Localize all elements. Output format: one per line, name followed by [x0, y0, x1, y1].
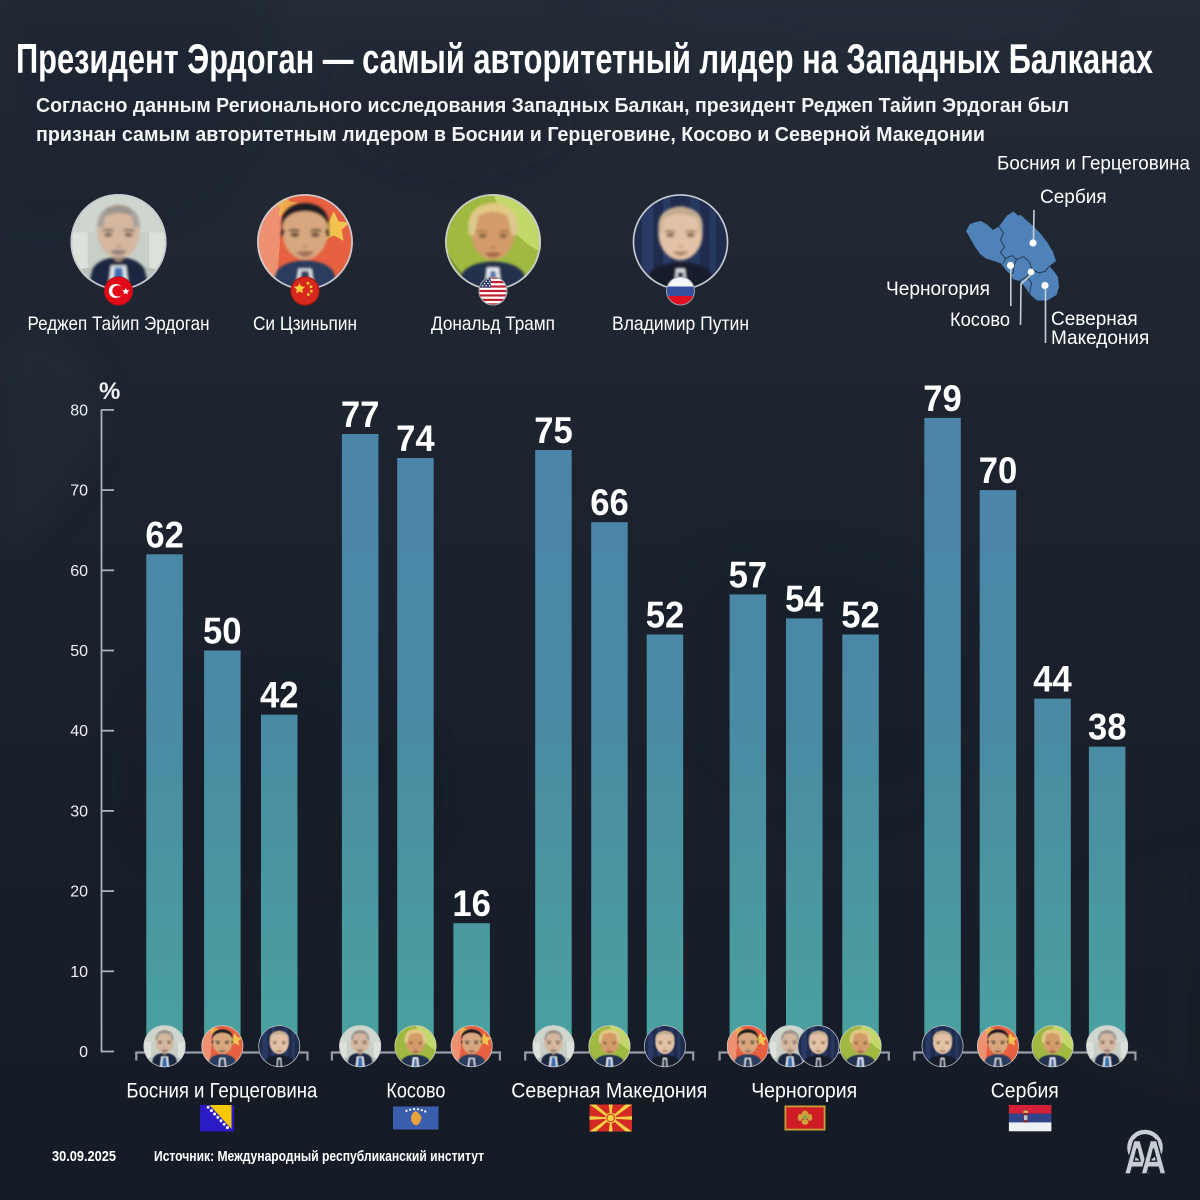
- svg-text:80: 80: [70, 402, 88, 419]
- svg-text:Косово: Косово: [386, 1079, 445, 1103]
- svg-text:Источник: Международный респуб: Источник: Международный республиканский …: [154, 1148, 484, 1165]
- svg-text:Черногория: Черногория: [751, 1079, 857, 1103]
- svg-text:%: %: [99, 378, 120, 405]
- svg-text:60: 60: [70, 563, 88, 580]
- svg-text:66: 66: [590, 482, 629, 523]
- svg-text:52: 52: [646, 595, 685, 636]
- svg-text:42: 42: [260, 675, 299, 716]
- svg-text:70: 70: [979, 450, 1018, 491]
- svg-text:Северная Македония: Северная Македония: [511, 1079, 707, 1103]
- svg-text:Косово: Косово: [950, 310, 1010, 331]
- svg-text:Черногория: Черногория: [886, 279, 990, 300]
- svg-text:признан самым авторитетным лид: признан самым авторитетным лидером в Бос…: [36, 124, 985, 146]
- svg-text:40: 40: [70, 723, 88, 740]
- svg-text:62: 62: [145, 514, 184, 555]
- svg-text:74: 74: [396, 418, 435, 459]
- svg-text:52: 52: [841, 595, 880, 636]
- svg-text:50: 50: [70, 643, 88, 660]
- svg-text:Сербия: Сербия: [991, 1079, 1059, 1103]
- svg-text:Согласно данным Регионального: Согласно данным Регионального исследован…: [36, 95, 1069, 117]
- svg-text:30.09.2025: 30.09.2025: [52, 1148, 116, 1165]
- svg-text:Владимир Путин: Владимир Путин: [612, 313, 749, 335]
- svg-text:38: 38: [1088, 707, 1127, 748]
- svg-text:Дональд Трамп: Дональд Трамп: [431, 313, 555, 335]
- svg-text:70: 70: [70, 483, 88, 500]
- svg-text:Северная: Северная: [1051, 309, 1138, 330]
- svg-text:77: 77: [341, 394, 380, 435]
- svg-text:Босния и Герцеговина: Босния и Герцеговина: [126, 1079, 317, 1103]
- svg-text:Президент Эрдоган — самый авто: Президент Эрдоган — самый авторитетный л…: [16, 35, 1153, 82]
- svg-text:0: 0: [79, 1044, 88, 1061]
- svg-text:75: 75: [534, 410, 573, 451]
- svg-text:50: 50: [203, 611, 242, 652]
- svg-text:10: 10: [70, 964, 88, 981]
- svg-text:79: 79: [923, 378, 962, 419]
- svg-text:Си Цзиньпин: Си Цзиньпин: [253, 313, 357, 335]
- svg-text:Реджеп Тайип Эрдоган: Реджеп Тайип Эрдоган: [28, 313, 210, 335]
- svg-text:Сербия: Сербия: [1040, 187, 1107, 208]
- svg-text:44: 44: [1033, 659, 1072, 700]
- svg-text:Босния и Герцеговина: Босния и Герцеговина: [997, 154, 1190, 175]
- svg-text:54: 54: [785, 578, 824, 619]
- svg-text:20: 20: [70, 884, 88, 901]
- svg-text:30: 30: [70, 803, 88, 820]
- svg-text:Македония: Македония: [1051, 328, 1149, 349]
- svg-text:16: 16: [452, 883, 491, 924]
- svg-text:57: 57: [729, 554, 768, 595]
